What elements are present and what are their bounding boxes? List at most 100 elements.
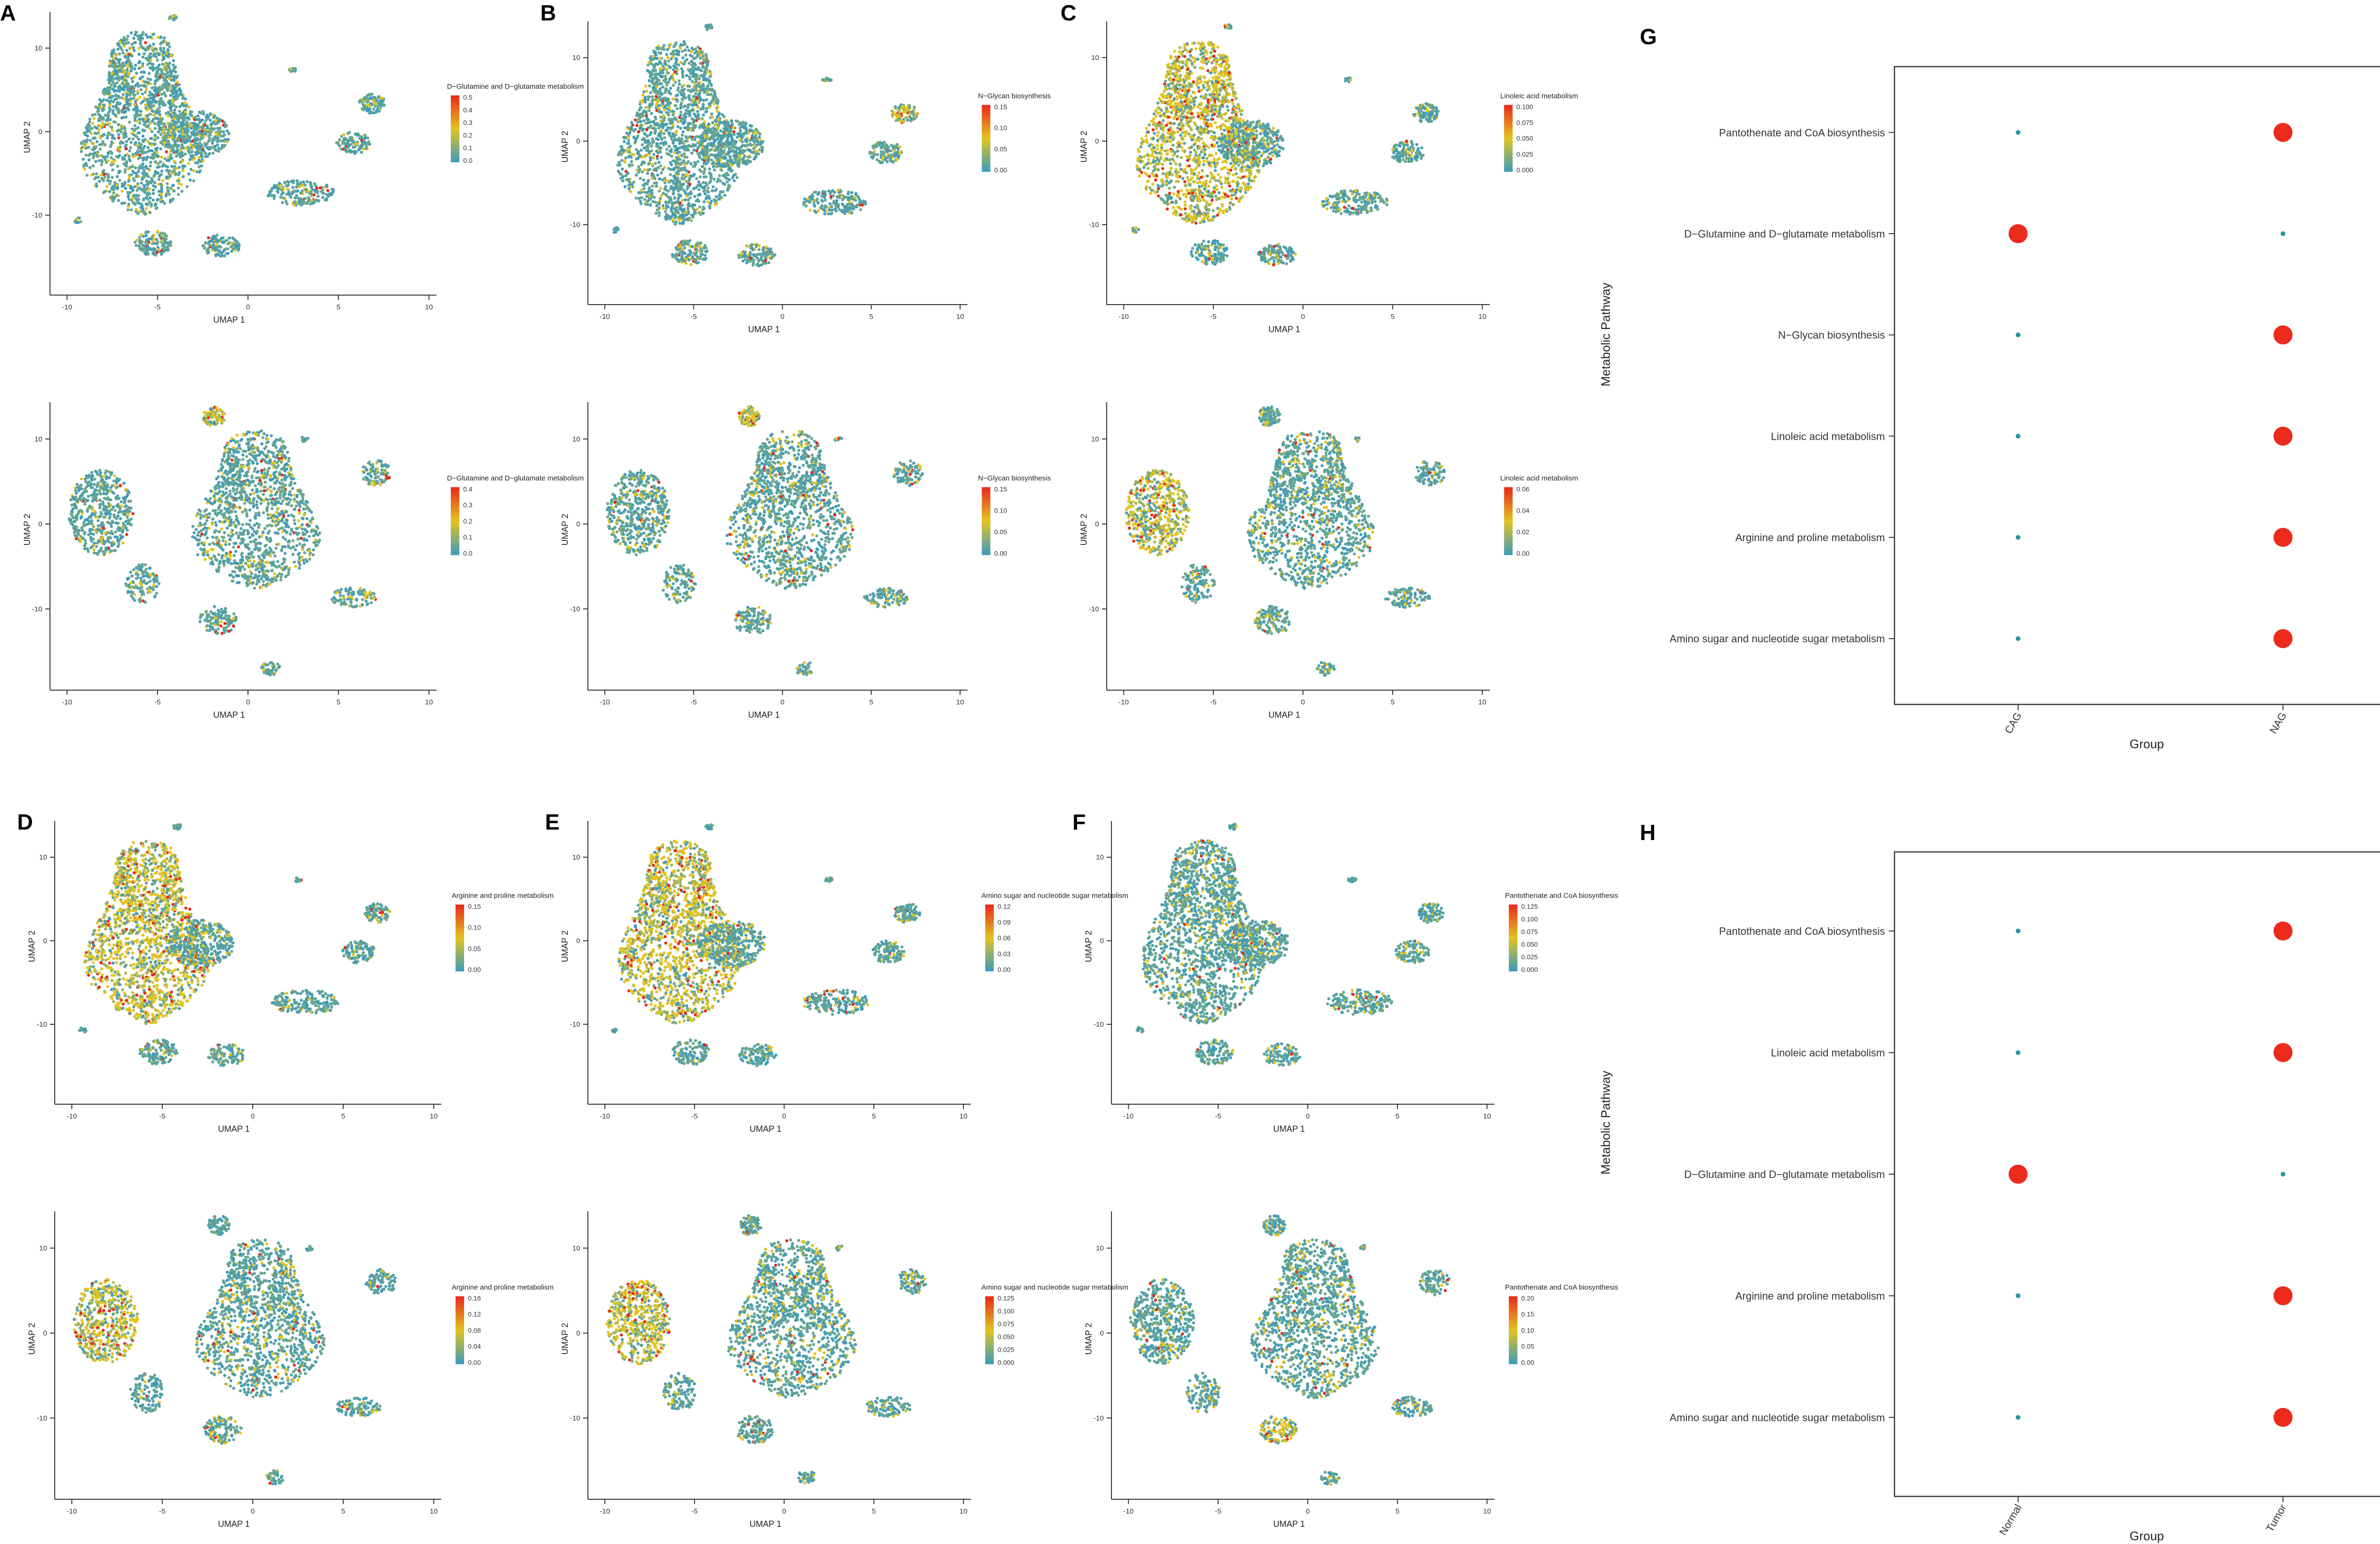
umap-xtick-label: -5 <box>691 698 697 706</box>
umap-xtick-label: 0 <box>782 1112 786 1120</box>
umap-xtick-label: -10 <box>600 313 610 321</box>
umap-ytick-label: 10 <box>572 54 580 62</box>
umap-axes <box>54 821 441 1105</box>
umap-xtick-label: 5 <box>1391 313 1395 321</box>
umap-axes <box>50 402 436 691</box>
umap-ytick-label: 10 <box>1091 54 1099 62</box>
colorbar <box>451 487 459 555</box>
colorbar-tick-label: 0.12 <box>468 1310 481 1318</box>
umap-xtick-label: 10 <box>960 1507 968 1515</box>
umap-panel-a-bottom: -10 -5 0 5 10 10 0 -10 UMAP 1 UMAP 2 D−Glutamine a… <box>14 390 584 738</box>
umap-ytick-label: 10 <box>572 853 580 861</box>
umap-cluster-tiny1 <box>172 823 182 831</box>
umap-ytick-label: 10 <box>1091 435 1099 443</box>
umap-cluster-bot1 <box>138 1039 179 1066</box>
colorbar-tick-label: 0.025 <box>1517 150 1533 158</box>
colorbar-tick-label: 0.16 <box>468 1295 481 1302</box>
umap-xtick-label: 5 <box>1391 698 1395 706</box>
umap-xtick-label: -5 <box>1210 698 1216 706</box>
umap-xlabel: UMAP 1 <box>218 1519 250 1529</box>
group-tick-label: CAG <box>2003 710 2024 736</box>
colorbar <box>985 904 994 971</box>
umap-xlabel: UMAP 1 <box>748 710 780 720</box>
umap-cluster-bot1 <box>124 563 161 604</box>
umap-cluster-main <box>1141 839 1266 1025</box>
group-tick-label: Normal <box>1997 1502 2024 1537</box>
colorbar-tick-label: 0.00 <box>468 966 481 973</box>
umap-ytick-label: 0 <box>1095 520 1099 528</box>
umap-cluster-bottom <box>734 605 772 634</box>
umap-cluster-right2 <box>872 939 906 963</box>
umap-ylabel: UMAP 2 <box>560 131 570 163</box>
umap-cluster-bot2 <box>201 234 241 258</box>
umap-cluster-right2 <box>335 131 371 155</box>
umap-ylabel: UMAP 2 <box>560 930 570 962</box>
umap-xtick-label: 0 <box>251 1112 255 1120</box>
panel-label-b: B <box>540 0 556 26</box>
colorbar-tick-label: 0.100 <box>998 1307 1014 1315</box>
umap-ytick-label: 10 <box>39 853 47 861</box>
colorbar-title: Amino sugar and nucleotide sugar metabol… <box>982 1284 1129 1292</box>
umap-cluster-bot1 <box>662 1371 696 1410</box>
pathway-dot <box>2015 130 2021 135</box>
umap-cluster-bot1 <box>662 564 697 604</box>
colorbar-title: N−Glycan biosynthesis <box>978 475 1051 483</box>
umap-svg: -10 -5 0 5 10 10 0 -10 UMAP 1 UMAP 2 N−Glycan bios… <box>560 402 1051 720</box>
umap-cluster-main <box>1247 430 1375 590</box>
umap-cluster-tiny <box>1354 436 1361 443</box>
umap-xtick-label: 5 <box>341 1507 345 1515</box>
umap-cluster-rightMid <box>270 989 339 1015</box>
umap-cluster-tiny1 <box>704 823 714 831</box>
pathway-dot <box>2015 1415 2021 1420</box>
pathway-dot <box>2273 1286 2293 1306</box>
umap-cluster-tiny1 <box>1228 822 1238 831</box>
umap-ytick-label: -10 <box>570 1414 580 1422</box>
umap-cluster-rightMid <box>267 179 335 207</box>
umap-xtick-label: -10 <box>1119 313 1129 321</box>
umap-cluster-bot1 <box>671 239 709 267</box>
umap-ytick-label: 0 <box>39 128 42 136</box>
umap-ylabel: UMAP 2 <box>22 514 32 545</box>
umap-xtick-label: -5 <box>159 1112 165 1120</box>
colorbar-tick-label: 0.000 <box>1517 166 1533 174</box>
umap-ytick-label: 0 <box>1100 937 1104 945</box>
umap-cluster-left <box>72 1277 139 1363</box>
pathway-dot <box>2273 325 2293 345</box>
colorbar-tick-label: 0.125 <box>998 1295 1014 1302</box>
umap-cluster-tiny3 <box>78 1026 88 1034</box>
colorbar-tick-label: 0.075 <box>998 1320 1014 1327</box>
umap-cluster-right1 <box>365 1267 397 1295</box>
umap-xtick-label: 10 <box>956 698 964 706</box>
umap-xtick-label: 10 <box>960 1112 968 1120</box>
pathway-label: Arginine and proline metabolism <box>1735 532 1885 544</box>
umap-panel-c-top: -10 -5 0 5 10 10 0 -10 UMAP 1 UMAP 2 Linoleic acid… <box>1071 10 1590 352</box>
pathway-label: D−Glutamine and D−glutamate metabolism <box>1684 228 1885 240</box>
umap-xtick-label: 10 <box>425 303 433 311</box>
umap-ytick-label: 10 <box>34 44 42 52</box>
colorbar-tick-label: 0.0 <box>463 157 473 164</box>
umap-svg: -10 -5 0 5 10 10 0 -10 UMAP 1 UMAP 2 Linoleic acid… <box>1079 21 1578 334</box>
umap-cluster-tiny4 <box>1170 993 1179 1000</box>
umap-ylabel: UMAP 2 <box>1084 930 1093 962</box>
umap-panel-b-top: -10 -5 0 5 10 10 0 -10 UMAP 1 UMAP 2 N−Glycan bios… <box>552 10 1066 352</box>
umap-cluster-left <box>605 1279 671 1366</box>
umap-cluster-rightMid <box>802 188 867 216</box>
colorbar-tick-label: 0.15 <box>994 103 1007 111</box>
colorbar <box>1504 487 1513 555</box>
umap-cluster-bot2 <box>737 243 777 267</box>
umap-cluster-rightTop <box>890 103 919 124</box>
colorbar-tick-label: 0.15 <box>994 485 1007 493</box>
umap-xtick-label: 5 <box>341 1112 345 1120</box>
umap-cluster-mainArm <box>161 109 231 160</box>
colorbar <box>982 487 991 555</box>
umap-xtick-label: 0 <box>1301 698 1305 706</box>
colorbar-tick-label: 0.00 <box>994 166 1007 174</box>
umap-cluster-tiny4 <box>114 993 121 1000</box>
umap-ytick-label: 10 <box>1096 1244 1104 1252</box>
umap-cluster-right1 <box>1415 460 1446 487</box>
umap-xlabel: UMAP 1 <box>1273 1124 1305 1134</box>
umap-cluster-right2 <box>341 940 376 965</box>
colorbar-tick-label: 0.12 <box>998 903 1011 911</box>
umap-cluster-bot1 <box>1195 1038 1234 1066</box>
